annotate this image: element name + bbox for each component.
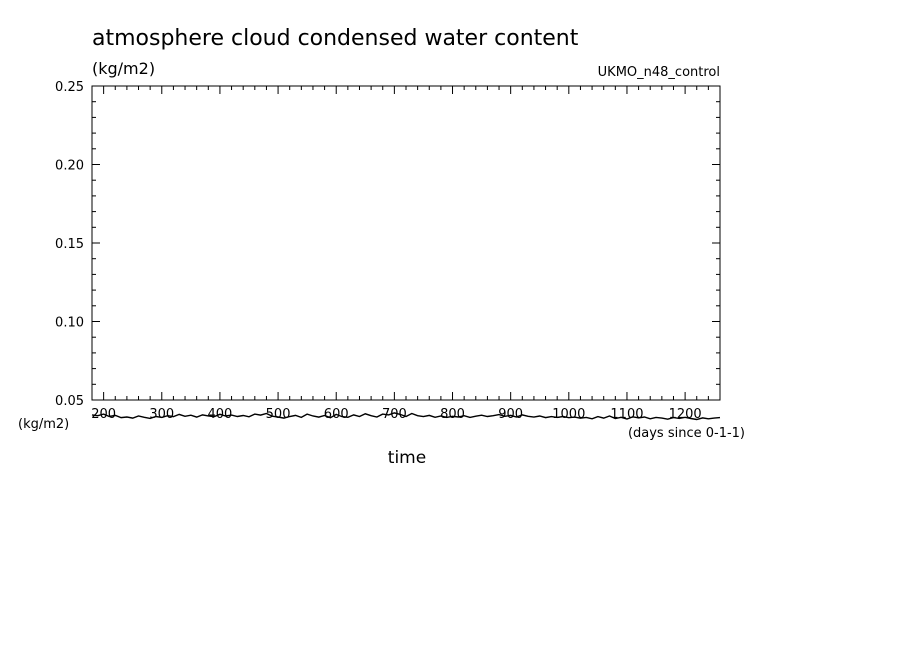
y-units-label: (kg/m2) <box>18 417 69 432</box>
y-tick-label: 0.05 <box>55 394 84 409</box>
series-line <box>91 412 721 421</box>
plot-frame <box>91 85 721 401</box>
y-tick-labels: 0.05 0.10 0.15 0.20 0.25 <box>55 80 84 409</box>
axis-ticks <box>91 85 721 401</box>
x-units-label: (days since 0-1-1) <box>628 426 745 441</box>
y-tick-label: 0.20 <box>55 159 84 174</box>
x-tick-label: 1100 <box>610 407 643 422</box>
x-tick-label: 900 <box>498 407 523 422</box>
chart-title: atmosphere cloud condensed water content <box>92 26 579 51</box>
x-tick-label: 700 <box>382 407 407 422</box>
source-label: UKMO_n48_control <box>598 65 720 80</box>
x-tick-label: 300 <box>149 407 174 422</box>
y-tick-label: 0.15 <box>55 237 84 252</box>
units-label: (kg/m2) <box>92 59 155 78</box>
x-axis-label: time <box>388 448 426 468</box>
x-tick-label: 1000 <box>552 407 585 422</box>
x-tick-labels: 200 300 400 500 600 700 800 900 1000 1100 1200 <box>91 407 701 422</box>
x-tick-label: 800 <box>440 407 465 422</box>
y-tick-label: 0.25 <box>55 80 84 95</box>
y-tick-label: 0.10 <box>55 316 84 331</box>
